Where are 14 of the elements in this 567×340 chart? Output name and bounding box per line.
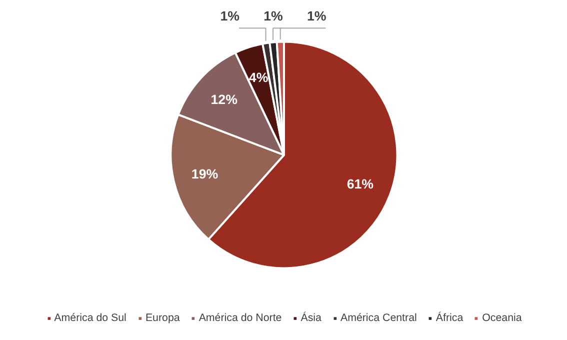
data-label: 1%	[220, 8, 240, 24]
legend-label: América Central	[340, 312, 417, 324]
data-label: 1%	[307, 8, 326, 24]
legend-label: África	[436, 312, 464, 324]
legend-label: Oceania	[482, 312, 522, 324]
legend-label: América do Sul	[54, 312, 126, 324]
legend-label: Europa	[145, 312, 180, 324]
data-label: 12%	[210, 92, 238, 108]
data-label: 4%	[248, 70, 268, 86]
data-label: 1%	[264, 8, 284, 24]
legend-label: América do Norte	[198, 312, 282, 324]
data-label: 61%	[346, 176, 374, 192]
data-label: 19%	[191, 166, 218, 182]
legend-label: Ásia	[300, 312, 322, 324]
